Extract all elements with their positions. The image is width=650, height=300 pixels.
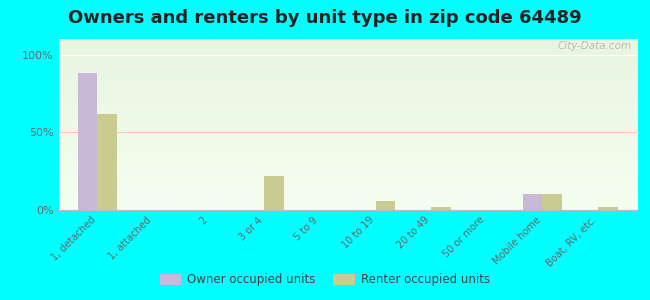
Bar (431, 207, 450, 210)
Text: City-Data.com: City-Data.com (557, 41, 631, 51)
Bar (265, 176, 284, 210)
Bar (523, 194, 543, 210)
Bar (376, 201, 395, 210)
Bar (78, 73, 98, 210)
Bar (598, 207, 618, 210)
Bar (98, 114, 117, 210)
Text: Owners and renters by unit type in zip code 64489: Owners and renters by unit type in zip c… (68, 9, 582, 27)
Bar (543, 194, 562, 210)
Legend: Owner occupied units, Renter occupied units: Owner occupied units, Renter occupied un… (155, 269, 495, 291)
